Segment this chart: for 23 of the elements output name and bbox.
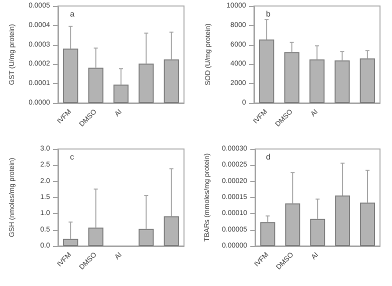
bar xyxy=(360,58,375,103)
bar xyxy=(63,238,78,246)
annotation: d xyxy=(266,152,270,162)
bar xyxy=(309,59,325,103)
bar xyxy=(88,228,104,246)
bar xyxy=(259,39,274,103)
bar xyxy=(334,60,350,103)
bar xyxy=(138,64,154,103)
bar xyxy=(63,48,78,103)
bar xyxy=(335,196,350,246)
bar xyxy=(310,218,326,246)
bar xyxy=(284,52,300,103)
bar xyxy=(113,84,129,103)
bar xyxy=(360,202,376,246)
bar xyxy=(88,68,104,103)
annotation: a xyxy=(70,10,75,18)
bar xyxy=(138,228,154,246)
annotation: b xyxy=(266,10,271,18)
annotation: c xyxy=(70,152,74,162)
bar xyxy=(260,222,276,246)
bar xyxy=(164,59,179,103)
bar xyxy=(285,203,300,246)
bar xyxy=(164,216,179,246)
